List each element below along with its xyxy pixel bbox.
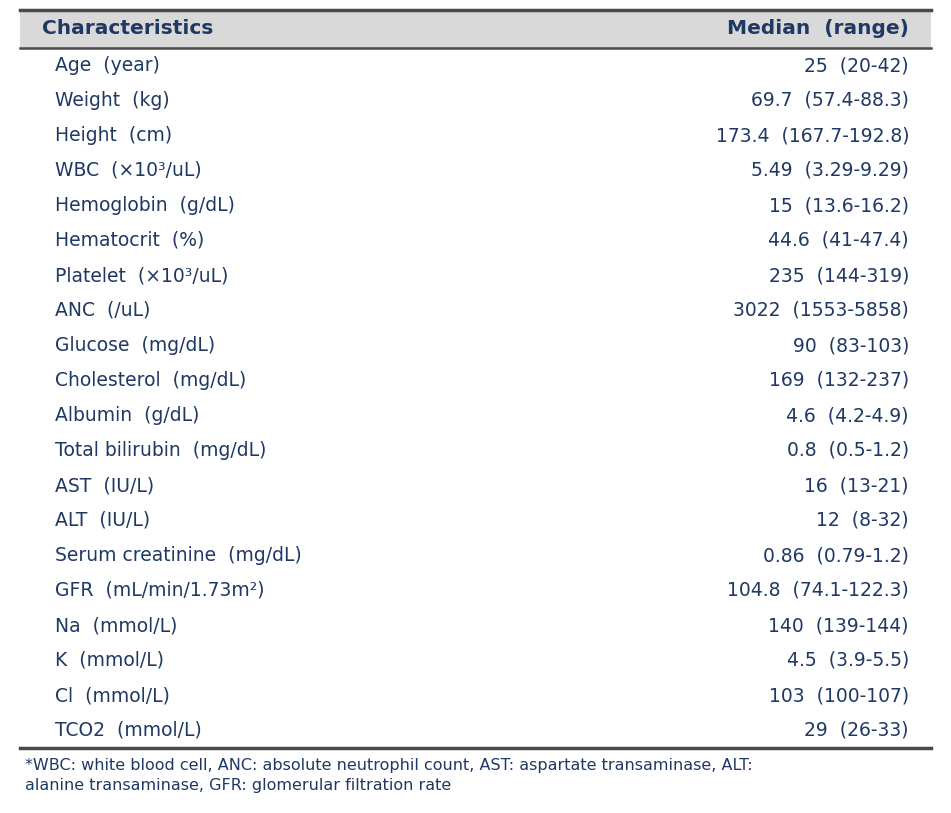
Text: Serum creatinine  (mg/dL): Serum creatinine (mg/dL): [55, 546, 301, 565]
Text: 15  (13.6-16.2): 15 (13.6-16.2): [769, 196, 909, 215]
Text: 0.86  (0.79-1.2): 0.86 (0.79-1.2): [763, 546, 909, 565]
Text: Glucose  (mg/dL): Glucose (mg/dL): [55, 336, 215, 355]
Text: GFR  (mL/min/1.73m²): GFR (mL/min/1.73m²): [55, 581, 264, 600]
Text: 12  (8-32): 12 (8-32): [816, 511, 909, 530]
Text: *WBC: white blood cell, ANC: absolute neutrophil count, AST: aspartate transamin: *WBC: white blood cell, ANC: absolute ne…: [25, 758, 752, 773]
Text: ANC  (/uL): ANC (/uL): [55, 301, 150, 320]
Text: ALT  (IU/L): ALT (IU/L): [55, 511, 150, 530]
Text: Weight  (kg): Weight (kg): [55, 91, 169, 110]
Text: Characteristics: Characteristics: [42, 20, 213, 38]
Text: Total bilirubin  (mg/dL): Total bilirubin (mg/dL): [55, 441, 266, 460]
Text: Platelet  (×10³/uL): Platelet (×10³/uL): [55, 266, 228, 285]
Text: TCO2  (mmol/L): TCO2 (mmol/L): [55, 721, 202, 740]
Text: AST  (IU/L): AST (IU/L): [55, 476, 154, 495]
Text: Na  (mmol/L): Na (mmol/L): [55, 616, 178, 635]
Text: 0.8  (0.5-1.2): 0.8 (0.5-1.2): [786, 441, 909, 460]
Text: 4.6  (4.2-4.9): 4.6 (4.2-4.9): [786, 406, 909, 425]
Text: 29  (26-33): 29 (26-33): [805, 721, 909, 740]
Text: 169  (132-237): 169 (132-237): [768, 371, 909, 390]
Text: 103  (100-107): 103 (100-107): [768, 686, 909, 705]
Text: Hematocrit  (%): Hematocrit (%): [55, 231, 204, 250]
Text: 104.8  (74.1-122.3): 104.8 (74.1-122.3): [728, 581, 909, 600]
Text: Hemoglobin  (g/dL): Hemoglobin (g/dL): [55, 196, 235, 215]
Bar: [20, 10, 931, 48]
Text: 16  (13-21): 16 (13-21): [805, 476, 909, 495]
Text: K  (mmol/L): K (mmol/L): [55, 651, 164, 670]
Text: 3022  (1553-5858): 3022 (1553-5858): [733, 301, 909, 320]
Text: 90  (83-103): 90 (83-103): [792, 336, 909, 355]
Text: alanine transaminase, GFR: glomerular filtration rate: alanine transaminase, GFR: glomerular fi…: [25, 778, 452, 793]
Text: Height  (cm): Height (cm): [55, 126, 172, 145]
Text: Cholesterol  (mg/dL): Cholesterol (mg/dL): [55, 371, 246, 390]
Text: Cl  (mmol/L): Cl (mmol/L): [55, 686, 170, 705]
Text: 173.4  (167.7-192.8): 173.4 (167.7-192.8): [715, 126, 909, 145]
Text: 44.6  (41-47.4): 44.6 (41-47.4): [768, 231, 909, 250]
Text: Median  (range): Median (range): [728, 20, 909, 38]
Text: 69.7  (57.4-88.3): 69.7 (57.4-88.3): [751, 91, 909, 110]
Text: WBC  (×10³/uL): WBC (×10³/uL): [55, 161, 202, 180]
Text: Albumin  (g/dL): Albumin (g/dL): [55, 406, 200, 425]
Text: 5.49  (3.29-9.29): 5.49 (3.29-9.29): [751, 161, 909, 180]
Text: 235  (144-319): 235 (144-319): [768, 266, 909, 285]
Text: 25  (20-42): 25 (20-42): [805, 56, 909, 75]
Text: 4.5  (3.9-5.5): 4.5 (3.9-5.5): [786, 651, 909, 670]
Text: 140  (139-144): 140 (139-144): [768, 616, 909, 635]
Text: Age  (year): Age (year): [55, 56, 160, 75]
